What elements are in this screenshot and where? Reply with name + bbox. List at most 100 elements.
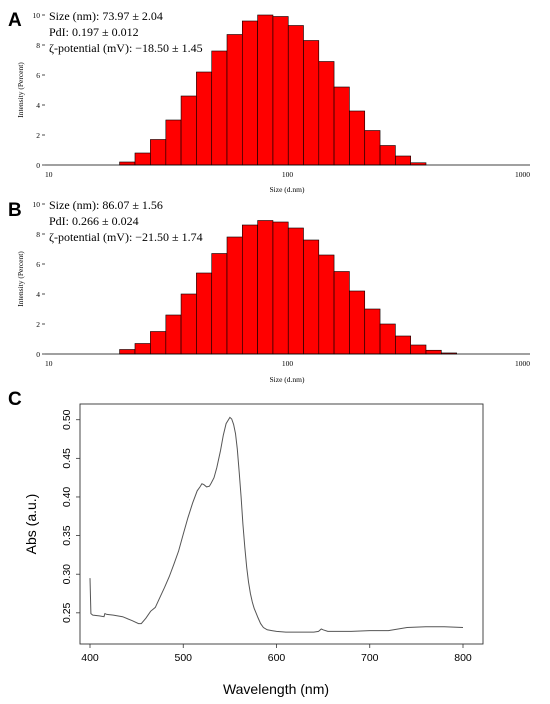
panel-a-x-ticks: 10 100 1000 <box>45 170 530 179</box>
panel-a-bar <box>196 71 213 166</box>
panel-a-bar <box>287 25 304 166</box>
panel-b-y-tick-label: 2 <box>36 320 40 329</box>
panel-c-x-tick-label: 800 <box>454 652 472 664</box>
panel-b: B Intensity (Percent) Size (d.nm) 0 2 4 6 8 1… <box>8 198 530 384</box>
panel-a-x-axis-label: Size (d.nm) <box>270 185 305 194</box>
panel-c-absorbance-line <box>89 416 464 633</box>
panel-a: A Intensity (Percent) Size (d.nm) 0 2 4 6 8 1… <box>8 9 530 194</box>
panel-a-y-tick-label: 6 <box>36 71 40 80</box>
panel-b-x-tick-label: 100 <box>282 359 294 368</box>
panel-b-bar <box>226 236 243 355</box>
panel-b-bar <box>410 344 427 355</box>
panel-a-y-ticks: 0 2 4 6 8 10 <box>33 11 45 170</box>
panel-b-bar <box>165 314 182 355</box>
panel-a-size-annotation: Size (nm): 73.97 ± 2.04 <box>49 9 163 23</box>
panel-a-bar <box>180 95 197 166</box>
panel-b-bar <box>134 343 151 355</box>
panel-a-letter: A <box>8 10 22 31</box>
panel-b-bar <box>180 293 197 355</box>
panel-b-bar <box>119 349 136 355</box>
panel-a-y-axis-label: Intensity (Percent) <box>16 62 25 118</box>
panel-a-bar <box>241 20 258 166</box>
panel-b-size-annotation: Size (nm): 86.07 ± 1.56 <box>49 198 163 212</box>
panel-a-y-tick-label: 0 <box>36 161 40 170</box>
panel-b-pdi-annotation: PdI: 0.266 ± 0.024 <box>49 214 139 228</box>
panel-a-bar <box>119 161 136 166</box>
panel-c-plot-frame <box>79 403 484 645</box>
panel-c-y-tick-label: 0.35 <box>61 525 73 546</box>
panel-b-bar <box>318 254 335 355</box>
panel-b-x-axis-label: Size (d.nm) <box>270 375 305 384</box>
panel-c: C 0.25 0.30 0.35 0.40 0.45 0.50 400 500 600 700 8… <box>8 389 484 697</box>
panel-a-bar <box>165 119 182 166</box>
panel-b-bar <box>287 227 304 355</box>
panel-c-y-tick-label: 0.25 <box>61 602 73 623</box>
panel-a-x-tick-label: 10 <box>45 170 53 179</box>
panel-b-y-axis-label: Intensity (Percent) <box>16 251 25 307</box>
panel-a-y-tick-label: 4 <box>36 101 40 110</box>
panel-a-y-tick-label: 8 <box>36 41 40 50</box>
panel-a-bar <box>257 14 274 166</box>
panel-c-x-tick-label: 400 <box>81 652 99 664</box>
panel-c-y-tick-label: 0.45 <box>61 448 73 469</box>
panel-b-bar <box>150 331 167 355</box>
panel-a-bar <box>150 139 167 166</box>
panel-c-y-axis-label: Abs (a.u.) <box>23 494 39 555</box>
panel-c-x-ticks: 400 500 600 700 800 <box>81 644 472 664</box>
panel-b-bar <box>257 220 274 355</box>
panel-b-x-tick-label: 10 <box>45 359 53 368</box>
panel-b-y-tick-label: 8 <box>36 230 40 239</box>
panel-b-y-tick-label: 4 <box>36 290 40 299</box>
panel-a-bar <box>226 34 243 166</box>
panel-a-y-axis-label-text: Intensity (Percent) <box>16 62 25 118</box>
panel-a-bar <box>211 50 228 166</box>
panel-c-x-tick-label: 700 <box>361 652 379 664</box>
panel-c-x-axis-label: Wavelength (nm) <box>223 681 329 697</box>
panel-b-bar <box>395 335 411 355</box>
panel-a-x-tick-label: 100 <box>282 170 294 179</box>
panel-b-bars <box>119 220 457 355</box>
panel-c-letter: C <box>8 389 22 410</box>
panel-a-pdi-annotation: PdI: 0.197 ± 0.012 <box>49 25 139 39</box>
panel-a-y-tick-label: 10 <box>33 11 41 20</box>
panel-b-y-axis-label-text: Intensity (Percent) <box>16 251 25 307</box>
panel-b-y-tick-label: 6 <box>36 260 40 269</box>
panel-a-bar <box>134 152 151 166</box>
panel-b-bar <box>425 349 442 355</box>
panel-a-y-tick-label: 2 <box>36 131 40 140</box>
panel-b-x-ticks: 10 100 1000 <box>45 359 530 368</box>
panel-a-bar <box>318 61 335 166</box>
panel-b-bar <box>303 239 320 355</box>
panel-b-bar <box>349 290 366 355</box>
panel-a-annotations: Size (nm): 73.97 ± 2.04 PdI: 0.197 ± 0.0… <box>49 9 203 55</box>
panel-a-bar <box>364 130 381 166</box>
panel-b-bar <box>196 272 213 355</box>
panel-b-bar <box>364 308 381 355</box>
panel-c-x-tick-label: 600 <box>268 652 286 664</box>
panel-a-bar <box>379 145 396 166</box>
panel-a-x-tick-label: 1000 <box>515 170 530 179</box>
panel-a-bar <box>272 16 289 166</box>
panel-a-bar <box>349 110 366 166</box>
panel-b-x-tick-label: 1000 <box>515 359 530 368</box>
panel-c-y-tick-label: 0.40 <box>61 487 73 508</box>
panel-b-y-tick-label: 10 <box>33 200 41 209</box>
panel-c-x-tick-label: 500 <box>174 652 192 664</box>
panel-b-y-tick-label: 0 <box>36 350 40 359</box>
panel-b-annotations: Size (nm): 86.07 ± 1.56 PdI: 0.266 ± 0.0… <box>49 198 203 244</box>
panel-b-bar <box>272 221 289 355</box>
panel-b-letter: B <box>8 200 22 221</box>
panel-a-bars <box>119 14 427 166</box>
panel-c-y-ticks: 0.25 0.30 0.35 0.40 0.45 0.50 <box>61 409 80 623</box>
panel-a-bar <box>303 40 320 166</box>
panel-b-bar <box>333 271 350 355</box>
panel-b-zeta-annotation: ζ-potential (mV): −21.50 ± 1.74 <box>49 230 203 244</box>
panel-a-bar <box>333 86 350 166</box>
panel-c-y-tick-label: 0.50 <box>61 409 73 430</box>
panel-a-bar <box>395 155 411 166</box>
panel-a-zeta-annotation: ζ-potential (mV): −18.50 ± 1.45 <box>49 41 203 55</box>
panel-b-bar <box>211 253 228 355</box>
panel-b-bar <box>379 323 396 355</box>
panel-c-y-tick-label: 0.30 <box>61 564 73 585</box>
